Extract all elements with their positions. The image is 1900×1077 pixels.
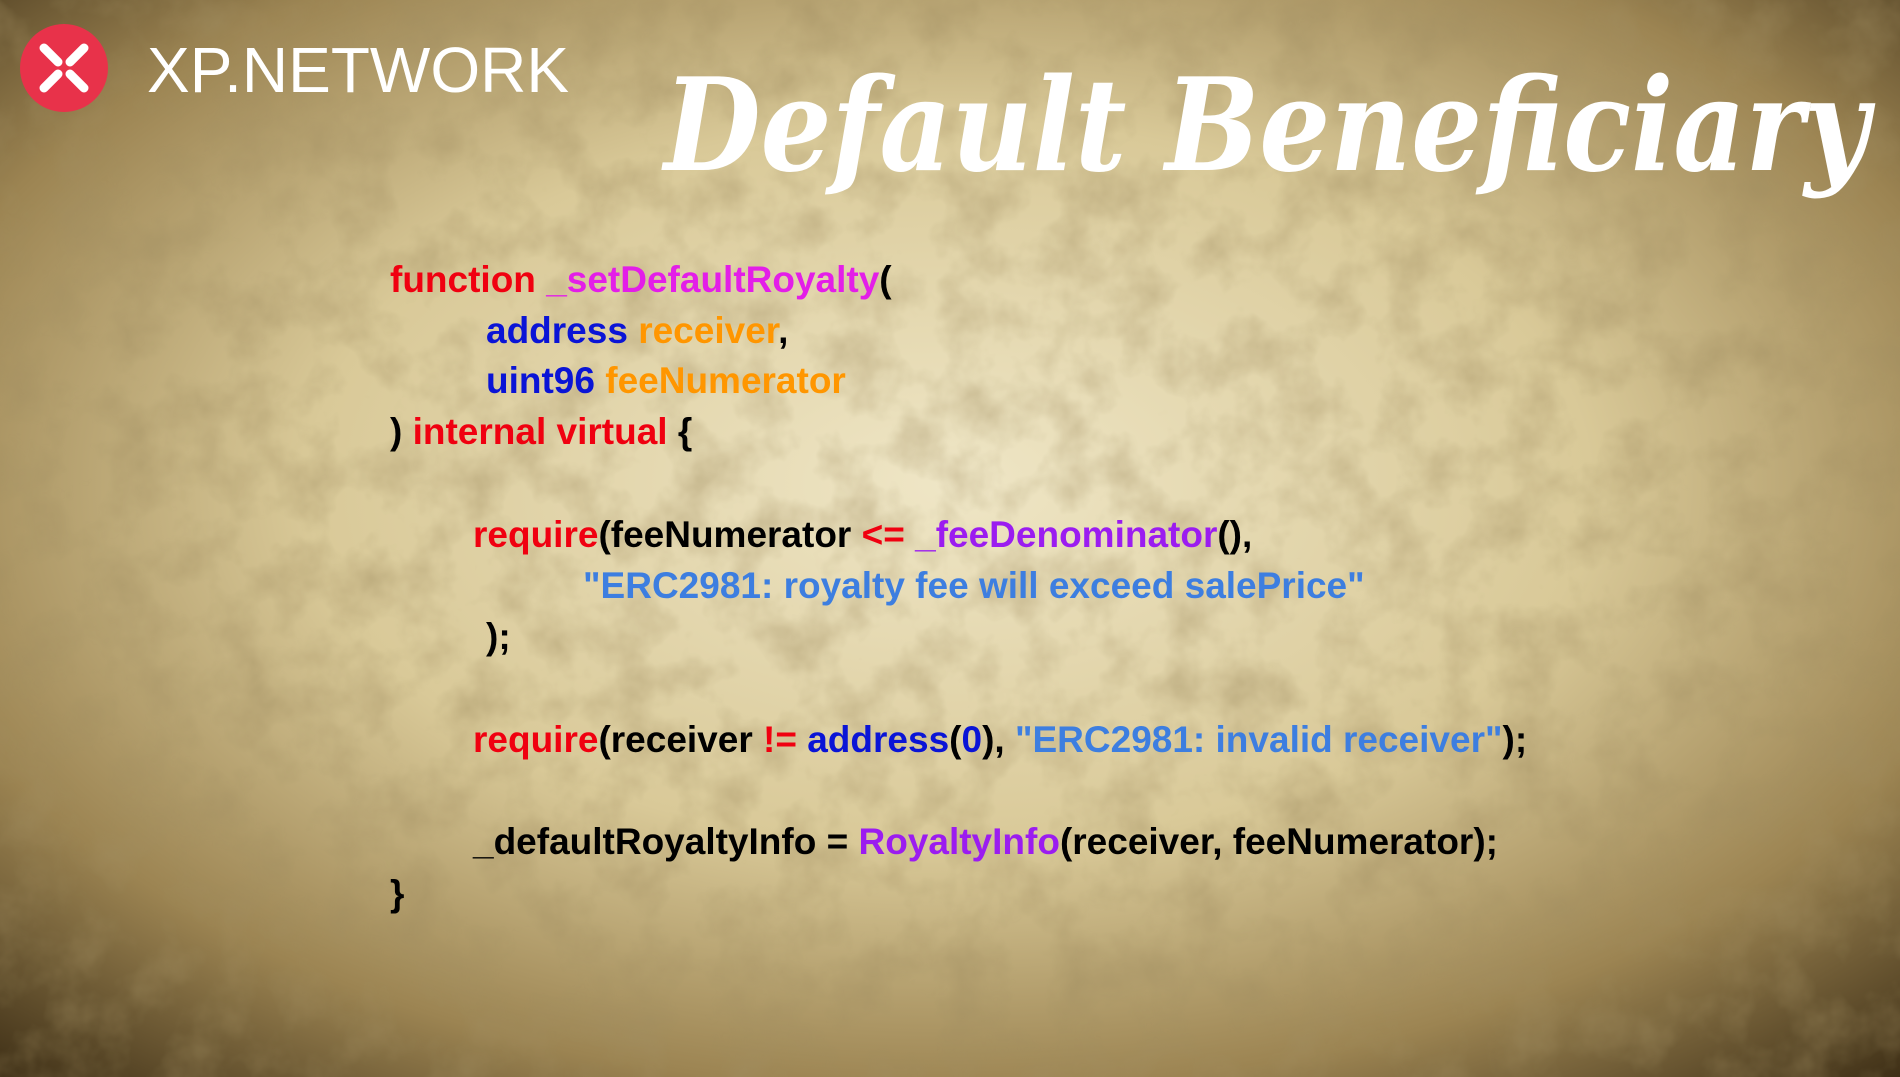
code-token: ); bbox=[1503, 719, 1528, 760]
code-token: feeNumerator bbox=[605, 360, 846, 401]
code-token: ); bbox=[486, 616, 511, 657]
code-token: (receiver bbox=[598, 719, 763, 760]
code-line: require(feeNumerator <= _feeDenominator(… bbox=[473, 514, 1252, 555]
code-token: ), bbox=[982, 719, 1015, 760]
code-token: require bbox=[473, 514, 598, 555]
code-token: <= bbox=[862, 514, 916, 555]
code-token: , bbox=[778, 310, 788, 351]
code-line: _defaultRoyaltyInfo = RoyaltyInfo(receiv… bbox=[472, 821, 1498, 862]
code-token: _setDefaultRoyalty bbox=[545, 259, 880, 300]
code-token: ) bbox=[390, 411, 413, 452]
code-line: ) internal virtual { bbox=[390, 411, 692, 452]
code-token: } bbox=[390, 873, 404, 914]
code-token: { bbox=[678, 411, 692, 452]
code-line: function _setDefaultRoyalty( bbox=[390, 259, 892, 300]
code-line: "ERC2981: royalty fee will exceed salePr… bbox=[583, 565, 1365, 606]
code-token: internal virtual bbox=[413, 411, 678, 452]
code-token: != bbox=[763, 719, 807, 760]
code-token: require bbox=[473, 719, 598, 760]
code-token: (feeNumerator bbox=[598, 514, 861, 555]
code-token: "ERC2981: royalty fee will exceed salePr… bbox=[583, 565, 1365, 606]
code-token: receiver bbox=[638, 310, 780, 351]
slide-title: Default Beneficiary bbox=[661, 51, 1875, 201]
code-line: } bbox=[390, 873, 404, 914]
code-token: _feeDenominator bbox=[914, 514, 1217, 555]
code-token: address bbox=[486, 310, 638, 351]
logo-cross bbox=[39, 43, 89, 93]
code-token: 0 bbox=[961, 719, 982, 760]
logo-text: XP.NETWORK bbox=[147, 34, 569, 106]
logo-icon bbox=[20, 24, 108, 112]
code-token: "ERC2981: invalid receiver" bbox=[1015, 719, 1503, 760]
logo: XP.NETWORK bbox=[20, 24, 569, 112]
code-token: ( bbox=[879, 259, 892, 300]
code-token: ( bbox=[949, 719, 962, 760]
code-block: function _setDefaultRoyalty(address rece… bbox=[390, 259, 1527, 914]
code-line: ); bbox=[486, 616, 511, 657]
code-token: (), bbox=[1217, 514, 1252, 555]
code-line: address receiver, bbox=[486, 310, 788, 351]
code-token: address bbox=[807, 719, 949, 760]
code-token: function bbox=[390, 259, 546, 300]
code-token: RoyaltyInfo bbox=[858, 821, 1059, 862]
code-token: uint96 bbox=[486, 360, 605, 401]
code-line: uint96 feeNumerator bbox=[486, 360, 846, 401]
code-line: require(receiver != address(0), "ERC2981… bbox=[473, 719, 1527, 760]
code-token: (receiver, feeNumerator); bbox=[1060, 821, 1498, 862]
code-token: _defaultRoyaltyInfo = bbox=[472, 821, 858, 862]
